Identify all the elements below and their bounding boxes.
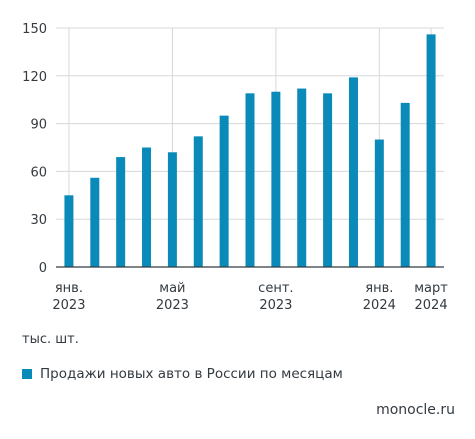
y-tick-label: 30	[30, 213, 47, 228]
bar	[167, 152, 177, 267]
x-tick-label-month: март	[414, 281, 448, 296]
bar	[142, 147, 152, 267]
bar	[64, 195, 74, 267]
unit-label: тыс. шт.	[22, 332, 79, 347]
legend-swatch	[22, 369, 32, 379]
bar	[219, 115, 229, 267]
x-tick-label-year: 2024	[415, 298, 448, 313]
y-axis-ticks: 0 30 60 90 120 150	[22, 22, 47, 276]
bar	[297, 88, 307, 267]
y-tick-label: 0	[39, 261, 47, 276]
y-tick-label: 90	[30, 118, 47, 133]
x-tick-label-month: янв.	[365, 281, 393, 296]
bar	[193, 136, 203, 267]
bars	[64, 34, 436, 268]
source-credit: monocle.ru	[376, 402, 455, 418]
x-tick-label-year: 2023	[52, 298, 85, 313]
y-tick-label: 60	[30, 165, 47, 180]
bar	[323, 93, 333, 267]
x-tick-label-month: янв.	[55, 281, 83, 296]
y-tick-label: 150	[22, 22, 47, 37]
y-tick-label: 120	[22, 70, 47, 85]
x-tick-label-year: 2023	[156, 298, 189, 313]
bar	[90, 177, 100, 267]
bar	[400, 102, 410, 267]
x-axis-ticks: янв. 2023 май 2023 сент. 2023 янв. 2024 март 2024	[52, 281, 448, 313]
x-tick-label-year: 2024	[363, 298, 396, 313]
x-tick-label-year: 2023	[259, 298, 292, 313]
x-tick-label-month: май	[159, 281, 185, 296]
legend-label: Продажи новых авто в России по месяцам	[40, 366, 343, 382]
bar	[245, 93, 255, 267]
bar	[271, 91, 281, 267]
bar	[348, 77, 358, 267]
bar	[426, 34, 436, 268]
bar	[374, 139, 384, 267]
bar	[116, 157, 126, 267]
legend: Продажи новых авто в России по месяцам	[22, 366, 343, 382]
x-tick-label-month: сент.	[258, 281, 293, 296]
